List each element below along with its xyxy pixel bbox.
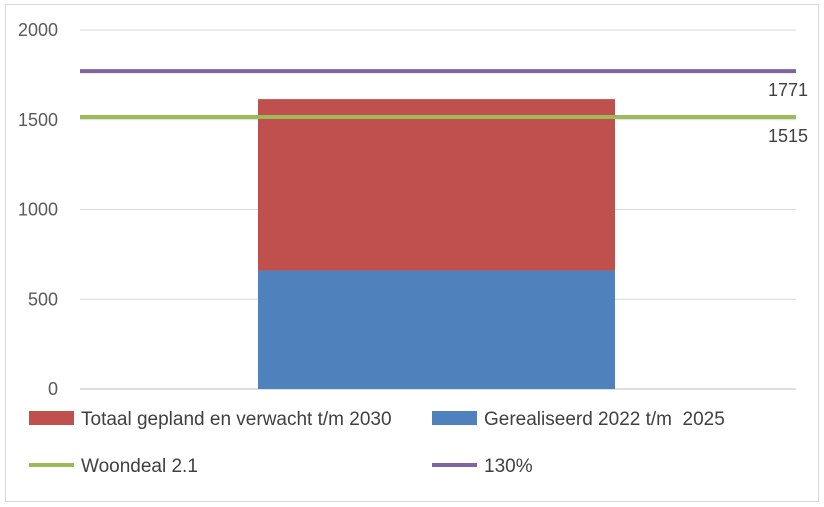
y-tick-label-1500: 1500 (18, 110, 58, 130)
bar-segment-gerealiseerd (258, 270, 615, 389)
y-tick-label-500: 500 (28, 289, 58, 309)
bars (258, 99, 615, 389)
y-axis-ticks: 0 500 1000 1500 2000 (18, 20, 58, 399)
legend-label-1: Gerealiseerd 2022 t/m 2025 (484, 409, 725, 430)
legend: Totaal gepland en verwacht t/m 2030 Gerea… (29, 409, 725, 477)
bar-segment-gepland (258, 99, 615, 271)
legend-label-2: Woondeal 2.1 (81, 456, 198, 477)
reference-lines: 1515 1771 (80, 69, 808, 146)
legend-label-3: 130% (484, 456, 533, 477)
reference-line-label-1771: 1771 (768, 80, 808, 100)
reference-line-label-1515: 1515 (768, 126, 808, 146)
y-tick-label-0: 0 (48, 379, 58, 399)
legend-swatch-1 (432, 411, 477, 425)
y-tick-label-1000: 1000 (18, 200, 58, 220)
legend-label-0: Totaal gepland en verwacht t/m 2030 (81, 409, 392, 430)
y-tick-label-2000: 2000 (18, 20, 58, 40)
legend-swatch-0 (29, 411, 74, 425)
